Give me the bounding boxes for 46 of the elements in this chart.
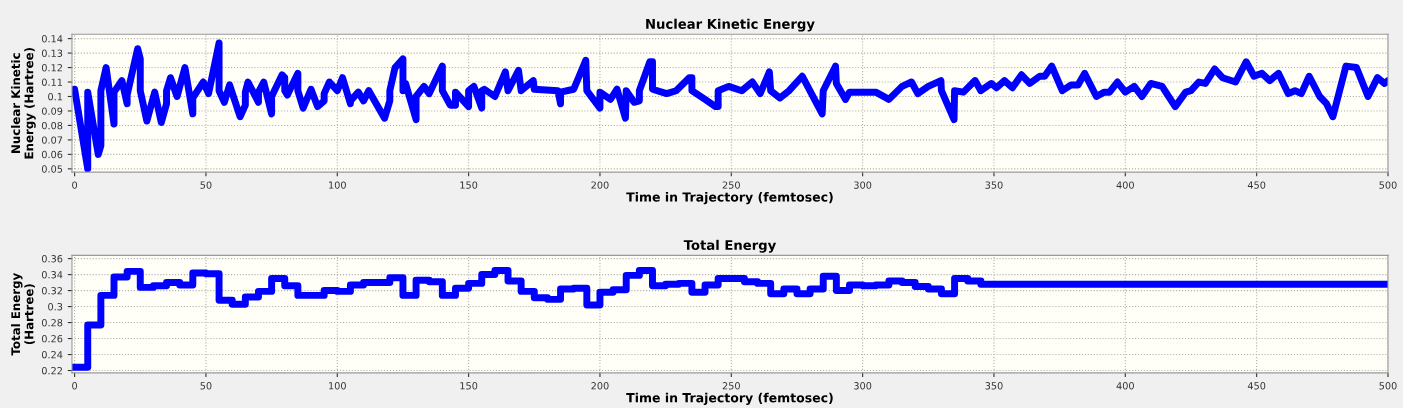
- y-tick-label: 0.12: [41, 64, 62, 72]
- y-tick-label: 0.14: [41, 35, 63, 43]
- y-axis-title: Total Energy (Hartree): [11, 272, 35, 356]
- x-tick-label: 400: [1116, 382, 1134, 390]
- x-tick-label: 500: [1379, 382, 1397, 390]
- x-tick-label: 50: [200, 181, 212, 189]
- x-tick-label: 500: [1379, 181, 1397, 189]
- y-tick-label: 0.22: [41, 366, 62, 375]
- y-tick-label: 0.36: [41, 255, 63, 263]
- x-axis-title: Time in Trajectory (femtosec): [626, 192, 833, 205]
- y-tick-label: 0.26: [41, 335, 63, 343]
- x-tick-label: 150: [460, 382, 478, 390]
- x-tick-label: 200: [591, 181, 609, 189]
- y-tick-label: 0.3: [48, 303, 63, 311]
- x-tick-label: 350: [985, 181, 1003, 189]
- x-tick-label: 450: [1247, 382, 1266, 390]
- chart-title: Total Energy: [683, 239, 777, 253]
- x-tick-label: 100: [329, 181, 346, 189]
- x-tick-label: 400: [1116, 181, 1134, 189]
- x-tick-label: 300: [854, 181, 872, 189]
- y-tick-label: 0.07: [41, 136, 63, 144]
- x-tick-label: 0: [72, 181, 78, 189]
- x-tick-label: 350: [985, 382, 1003, 390]
- x-tick-label: 0: [72, 382, 78, 390]
- x-tick-label: 450: [1247, 181, 1266, 189]
- x-tick-label: 100: [329, 382, 346, 390]
- y-tick-label: 0.34: [41, 271, 63, 279]
- y-tick-label: 0.11: [41, 78, 63, 86]
- x-tick-label: 250: [722, 181, 740, 189]
- y-tick-label: 0.06: [41, 150, 63, 159]
- y-tick-label: 0.24: [41, 351, 63, 359]
- x-tick-label: 200: [591, 382, 609, 390]
- x-tick-label: 300: [854, 382, 872, 390]
- y-tick-label: 0.32: [41, 287, 62, 295]
- chart-title: Nuclear Kinetic Energy: [646, 18, 815, 32]
- x-tick-label: 150: [460, 181, 478, 189]
- y-axis-title: Nuclear Kinetic Energy (Hartree): [11, 47, 36, 159]
- y-tick-label: 0.05: [41, 165, 63, 173]
- y-tick-label: 0.1: [48, 92, 63, 101]
- y-tick-label: 0.28: [41, 319, 63, 327]
- x-axis-title: Time in Trajectory (femtosec): [626, 392, 833, 405]
- y-tick-label: 0.13: [41, 49, 63, 57]
- x-tick-label: 50: [200, 382, 212, 390]
- y-tick-label: 0.08: [41, 121, 63, 130]
- y-tick-label: 0.09: [41, 107, 63, 115]
- x-tick-label: 250: [722, 382, 740, 390]
